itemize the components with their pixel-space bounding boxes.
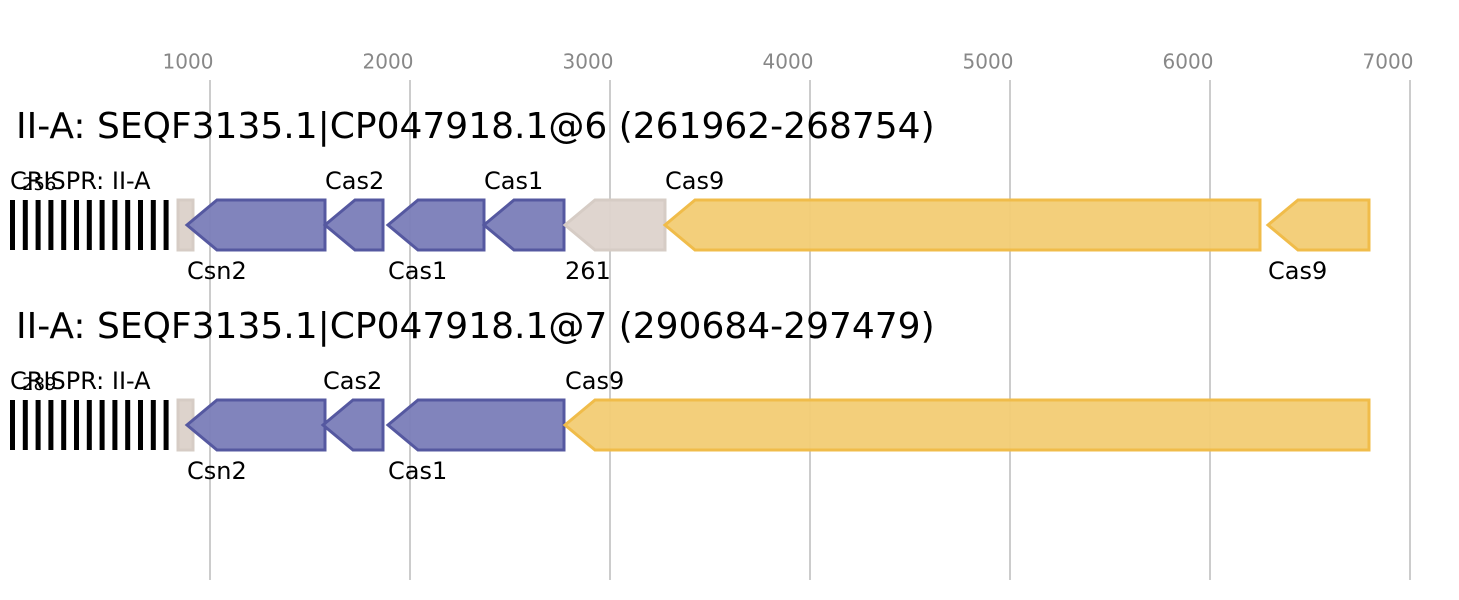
repeat (125, 200, 131, 250)
gene-arrow (562, 198, 667, 252)
repeat-count: 256 (22, 174, 56, 195)
tick-label: 5000 (963, 50, 1014, 74)
gene-label: Cas2 (323, 367, 382, 395)
gene-label: CRISPR: II-A (10, 367, 151, 395)
repeat (138, 200, 143, 250)
repeat (125, 400, 131, 450)
gene-arrow (385, 398, 566, 452)
repeat (10, 200, 15, 250)
gene-arrow (184, 398, 327, 452)
crispr-array (10, 400, 169, 450)
gene-label: Cas1 (388, 457, 447, 485)
track-title: II-A: SEQF3135.1|CP047918.1@7 (290684-29… (16, 306, 935, 347)
repeat (74, 200, 79, 250)
gene-label: Cas9 (1268, 257, 1327, 285)
gene-arrow (184, 198, 327, 252)
repeat (35, 400, 41, 450)
gene-label: CRISPR: II-A (10, 167, 151, 195)
repeat (22, 400, 28, 450)
repeat (48, 200, 54, 250)
repeat (35, 200, 41, 250)
tick-label: 2000 (363, 50, 414, 74)
gene-arrow (320, 398, 385, 452)
repeat-count: 289 (22, 374, 56, 395)
gene-arrow (322, 198, 385, 252)
gene-label: 261 (565, 257, 611, 285)
tick-label: 6000 (1163, 50, 1214, 74)
repeat (86, 400, 92, 450)
gene-label: Csn2 (187, 257, 247, 285)
gene-label: Cas1 (388, 257, 447, 285)
repeat (61, 400, 67, 450)
tick-label: 3000 (563, 50, 614, 74)
repeat (61, 200, 67, 250)
gene-label: Cas2 (325, 167, 384, 195)
gene-label: Csn2 (187, 457, 247, 485)
repeat (99, 200, 105, 250)
repeat (112, 400, 118, 450)
repeat (48, 400, 54, 450)
gene-arrow (385, 198, 486, 252)
gene-label: Cas9 (665, 167, 724, 195)
gene-arrow (662, 198, 1262, 252)
gene-arrow (562, 398, 1371, 452)
crispr-array (10, 200, 169, 250)
repeat (163, 200, 169, 250)
track-title: II-A: SEQF3135.1|CP047918.1@6 (261962-26… (16, 106, 935, 147)
tick-label: 1000 (163, 50, 214, 74)
tick-label: 4000 (763, 50, 814, 74)
repeat (10, 400, 15, 450)
repeat (163, 400, 169, 450)
repeat (74, 400, 79, 450)
repeat (99, 400, 105, 450)
gene-label: Cas9 (565, 367, 624, 395)
gene-arrow (481, 198, 566, 252)
repeat (86, 200, 92, 250)
repeat (138, 400, 143, 450)
tick-label: 7000 (1363, 50, 1414, 74)
gene-arrow (1265, 198, 1371, 252)
repeat (150, 200, 156, 250)
gene-label: Cas1 (484, 167, 543, 195)
repeat (112, 200, 118, 250)
repeat (22, 200, 28, 250)
repeat (150, 400, 156, 450)
